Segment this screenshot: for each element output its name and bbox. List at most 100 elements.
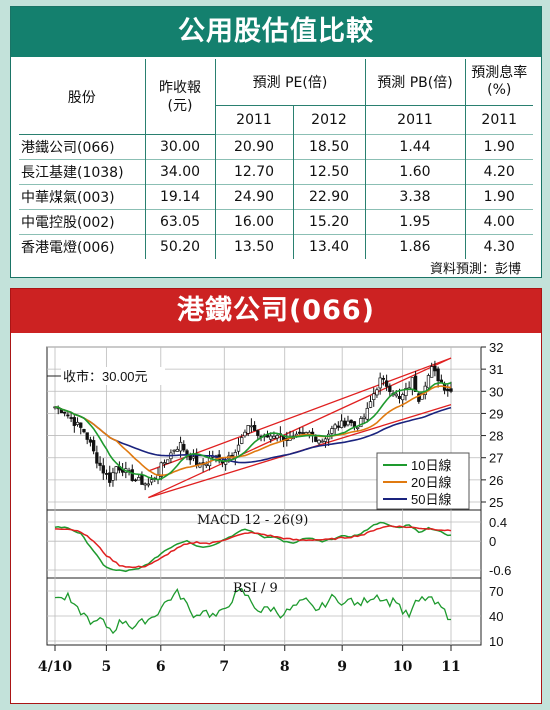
valuation-table: 股份 昨收報 (元) 預測 PE(倍) 預測 PB(倍) 預測息率 (%) 2011… (19, 59, 533, 259)
table-row: 港鐵公司(066) 30.00 20.90 18.50 1.44 1.90 (19, 134, 533, 160)
value-cell-pe2011: 12.70 (215, 159, 294, 185)
table-row: 中電控股(002) 63.05 16.00 15.20 1.95 4.00 (19, 209, 533, 235)
stock-name-cell: 長江基建(1038) (19, 159, 146, 185)
value-cell-pe2011: 20.90 (215, 134, 294, 160)
value-cell-close: 34.00 (145, 159, 216, 185)
value-cell-pe2011: 24.90 (215, 184, 294, 210)
rsi-line (54, 587, 451, 635)
table-source-note: 資料預測：彭博 (429, 262, 521, 277)
candle-body (236, 444, 241, 452)
candle-body (381, 377, 386, 380)
stock-name-cell: 中華煤氣(003) (19, 184, 146, 210)
stock-name-cell: 港鐵公司(066) (19, 134, 146, 160)
y-tick-label: 25 (489, 495, 503, 510)
close-annotation-bg (61, 367, 165, 385)
y-tick-label: 31 (489, 362, 503, 377)
channel-line (148, 357, 452, 472)
rsi-tick-label: 40 (489, 609, 503, 624)
candle-body (317, 439, 321, 444)
candle-body (330, 428, 334, 434)
axis-labels: 4/10 5 6 7 8 9 10 11 25 26 27 28 29 30 31 32 0.4 0 -0.6 70 4… (38, 340, 512, 675)
candlesticks (53, 360, 453, 491)
candle-body (413, 375, 418, 392)
candle-body (394, 393, 398, 397)
macd-signal-line (54, 525, 452, 569)
stock-chart-panel: 港鐵公司(066) 4/10 5 6 7 8 9 10 11 25 26 27 28 29 30 31 32 0… (10, 288, 542, 704)
candle-body (252, 425, 257, 431)
year-pb-2011: 2011 (365, 105, 466, 135)
rsi-tick-label: 10 (489, 634, 503, 649)
y-tick-label: 28 (489, 429, 503, 444)
candle-body (365, 407, 369, 420)
candle-body (339, 420, 344, 428)
candle-body (375, 389, 379, 396)
col-header-pb: 預測 PB(倍) (365, 59, 466, 106)
table-row: 長江基建(1038) 34.00 12.70 12.50 1.60 4.20 (19, 159, 533, 185)
candle-body (275, 435, 279, 439)
candle-body (349, 419, 353, 424)
candle-body (101, 465, 105, 474)
stock-name-cell: 中電控股(002) (19, 209, 146, 235)
candle-body (320, 440, 324, 443)
candle-body (417, 393, 421, 402)
candle-body (149, 479, 154, 483)
candle-body (410, 377, 415, 390)
x-tick-label: 6 (156, 659, 166, 675)
candle-body (195, 454, 199, 466)
value-cell-yield: 1.90 (465, 184, 533, 210)
candle-body (449, 388, 453, 392)
legend-label-ma50: 50日線 (411, 492, 451, 507)
candle-body (98, 462, 102, 466)
ma50-line (54, 406, 452, 464)
candle-body (272, 435, 276, 439)
macd-line (54, 521, 452, 573)
col-header-prev-close: 昨收報 (元) (145, 59, 216, 135)
table-row: 中華煤氣(003) 19.14 24.90 22.90 3.38 1.90 (19, 184, 533, 210)
candle-body (243, 431, 247, 437)
candle-body (314, 436, 318, 442)
y-tick-label: 27 (489, 451, 503, 466)
candle-body (185, 450, 189, 455)
stock-chart-svg: 4/10 5 6 7 8 9 10 11 25 26 27 28 29 30 31 32 0.4 0 -0.6 70 4… (38, 340, 512, 675)
value-cell-pe2011: 16.00 (215, 209, 294, 235)
candle-body (378, 377, 382, 389)
value-cell-close: 63.05 (145, 209, 216, 235)
value-cell-yield: 1.90 (465, 134, 533, 160)
macd-tick-label: 0 (489, 534, 496, 549)
candle-body (79, 422, 83, 428)
macd-label: MACD 12 - 26(9) (197, 513, 308, 528)
candle-body (140, 475, 144, 485)
candle-body (175, 448, 179, 452)
candle-body (401, 394, 405, 401)
candle-body (75, 421, 80, 425)
value-cell-pe2012: 22.90 (293, 184, 366, 210)
candle-body (256, 430, 260, 436)
candle-body (111, 472, 115, 481)
candle-body (220, 461, 225, 464)
candle-body (433, 365, 437, 372)
candle-body (159, 462, 163, 477)
value-cell-pe2011: 13.50 (215, 234, 294, 259)
rsi-tick-label: 70 (489, 584, 503, 599)
candle-body (66, 414, 70, 417)
col-header-pe: 預測 PE(倍) (215, 59, 366, 106)
candle-body (362, 416, 366, 419)
rsi-panel (54, 587, 451, 635)
candle-body (182, 444, 186, 451)
moving-averages (54, 381, 452, 481)
candle-body (368, 401, 373, 408)
ma10-line (54, 381, 452, 481)
stock-name-cell: 香港電燈(006) (19, 234, 146, 259)
x-tick-label: 8 (280, 659, 290, 675)
candle-body (397, 395, 402, 399)
candle-body (91, 440, 96, 452)
value-cell-yield: 4.20 (465, 159, 533, 185)
candle-body (336, 425, 340, 428)
candle-body (130, 469, 134, 481)
value-cell-pb: 1.95 (365, 209, 466, 235)
value-cell-yield: 4.30 (465, 234, 533, 259)
table-title: 公用股估值比較 (11, 7, 541, 57)
candle-body (162, 462, 167, 465)
candle-body (88, 439, 93, 443)
table-year-row: 2011 2012 2011 2011 (19, 105, 533, 135)
